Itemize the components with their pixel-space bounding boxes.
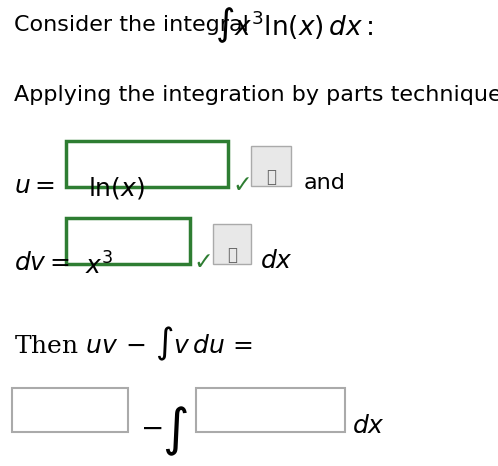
Text: Consider the integral: Consider the integral	[14, 15, 256, 35]
FancyBboxPatch shape	[196, 388, 345, 432]
FancyBboxPatch shape	[213, 224, 251, 264]
FancyBboxPatch shape	[66, 218, 190, 264]
Text: $x^3$: $x^3$	[85, 252, 114, 279]
Text: ⚿: ⚿	[266, 168, 276, 186]
Text: ✓: ✓	[193, 250, 213, 274]
Text: $dx$: $dx$	[260, 250, 293, 273]
Text: $\int x^3 \ln(x)\, dx:$: $\int x^3 \ln(x)\, dx:$	[215, 5, 374, 45]
Text: $\int$: $\int$	[162, 405, 188, 459]
Text: and: and	[304, 173, 346, 193]
Text: Then $uv\,-\,\int v\,du\,=$: Then $uv\,-\,\int v\,du\,=$	[14, 325, 253, 363]
Text: $-$: $-$	[140, 415, 162, 442]
Text: $\ln(x)$: $\ln(x)$	[88, 175, 145, 201]
FancyBboxPatch shape	[251, 146, 291, 186]
Text: ⚿: ⚿	[227, 246, 237, 264]
Text: $dv =$: $dv =$	[14, 252, 70, 275]
Text: $u =$: $u =$	[14, 175, 55, 198]
FancyBboxPatch shape	[66, 141, 228, 187]
Text: Applying the integration by parts technique, let: Applying the integration by parts techni…	[14, 85, 498, 105]
Text: $dx$: $dx$	[352, 415, 385, 438]
Text: ✓: ✓	[232, 173, 252, 197]
FancyBboxPatch shape	[12, 388, 128, 432]
